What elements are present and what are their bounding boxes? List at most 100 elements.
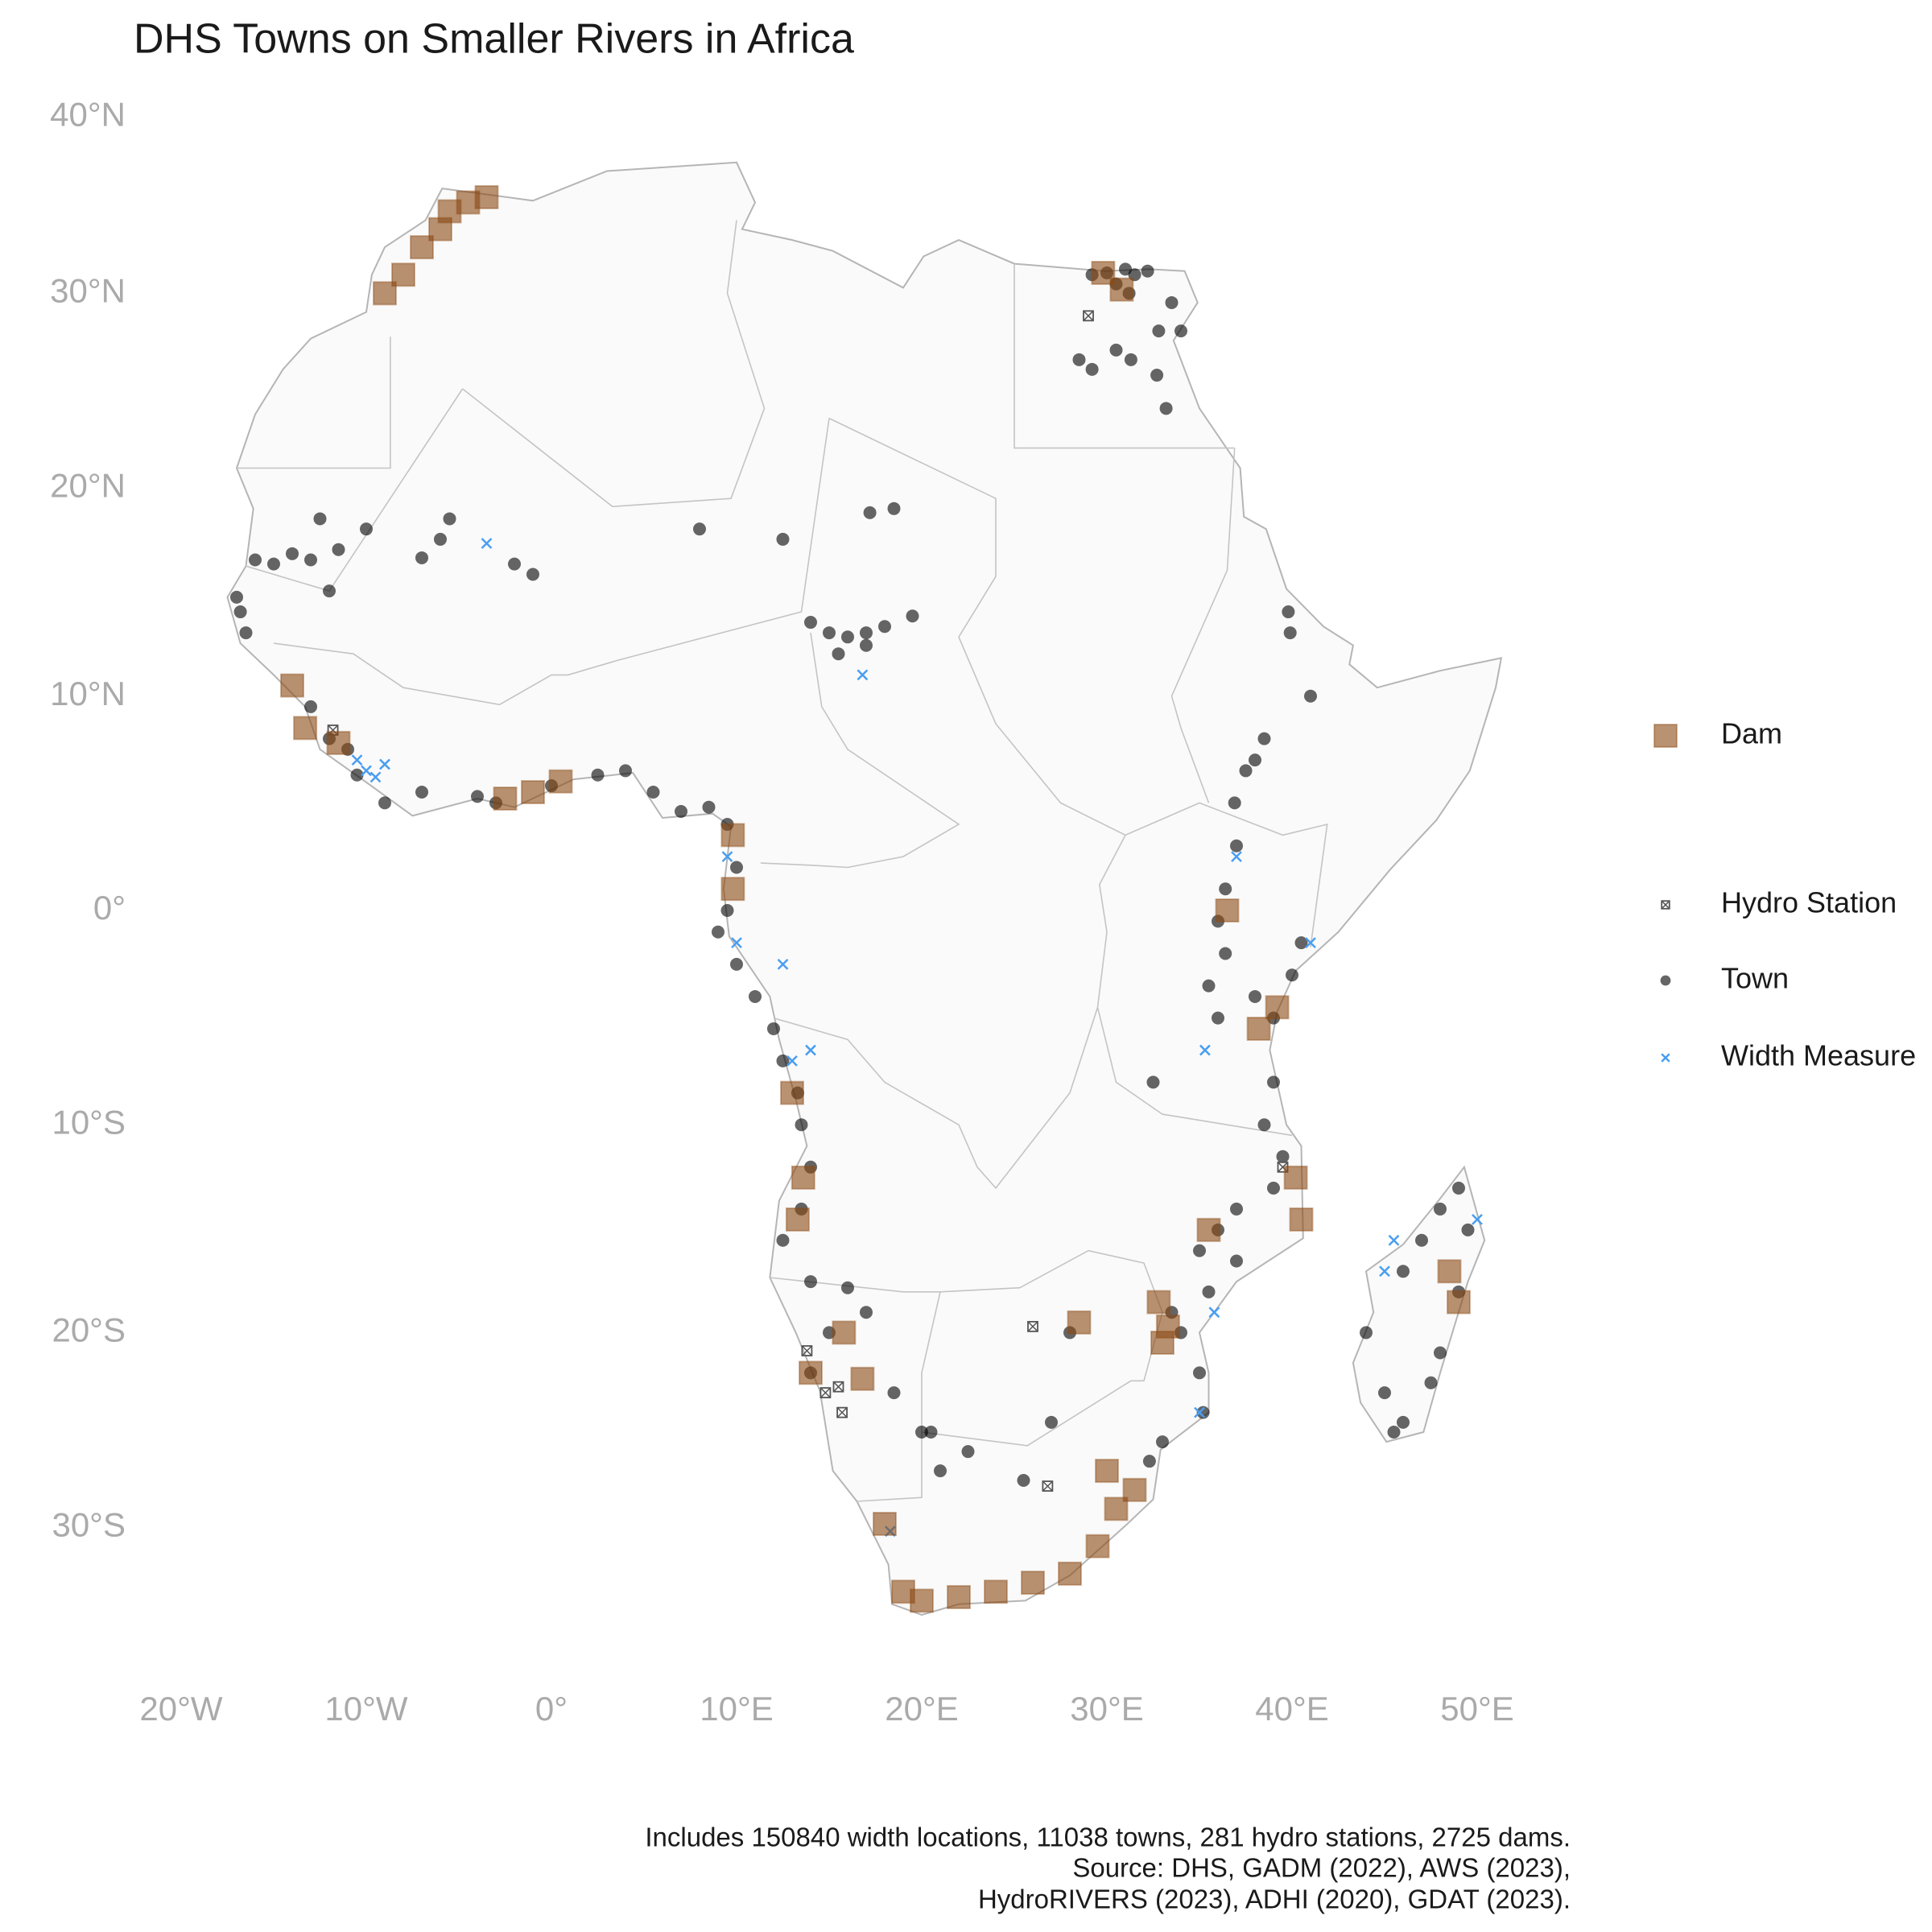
dam xyxy=(1067,1310,1092,1335)
marker-body xyxy=(1072,353,1086,366)
dam xyxy=(493,786,518,811)
town xyxy=(832,647,845,661)
marker-body xyxy=(1360,1326,1373,1340)
dam xyxy=(947,1584,971,1609)
legend-label: Hydro Station xyxy=(1721,886,1897,919)
marker-body xyxy=(443,512,456,526)
town xyxy=(239,626,253,640)
marker-body xyxy=(1219,947,1232,960)
town xyxy=(860,1306,873,1319)
marker-body xyxy=(1415,1233,1428,1247)
marker-body xyxy=(1282,605,1295,619)
dam xyxy=(1283,1165,1308,1190)
town xyxy=(1219,947,1232,960)
town xyxy=(924,1426,938,1439)
marker-body xyxy=(1434,1346,1447,1360)
marker-body xyxy=(860,1306,873,1319)
marker-body xyxy=(1437,1259,1462,1284)
town xyxy=(1156,1435,1169,1449)
dam xyxy=(1447,1290,1471,1315)
town xyxy=(1304,689,1317,703)
town xyxy=(878,620,891,634)
x-tick-label: 20°W xyxy=(139,1690,223,1728)
marker-body xyxy=(720,903,734,917)
marker-body xyxy=(776,532,790,546)
marker-body xyxy=(326,730,351,755)
hydro-station xyxy=(819,1387,832,1399)
dam xyxy=(873,1512,897,1537)
town xyxy=(1109,343,1123,357)
width-measure xyxy=(369,771,382,783)
town xyxy=(1378,1386,1391,1400)
town xyxy=(1146,1075,1160,1089)
marker-body xyxy=(1083,310,1094,321)
marker-body xyxy=(1027,1320,1038,1332)
width-measure xyxy=(1199,1044,1211,1056)
marker-body xyxy=(721,851,733,862)
marker-body xyxy=(1174,324,1187,338)
marker-body xyxy=(857,669,869,681)
town xyxy=(823,1326,836,1340)
marker-body xyxy=(548,769,573,794)
marker-body xyxy=(293,716,318,741)
marker-body xyxy=(693,522,706,536)
dam xyxy=(832,1320,857,1345)
town xyxy=(286,547,299,560)
marker-body xyxy=(280,673,304,698)
width-measure xyxy=(805,1044,816,1056)
marker-body xyxy=(749,989,762,1003)
marker-body xyxy=(887,502,901,515)
marker-body xyxy=(1228,796,1241,810)
marker-body xyxy=(836,1406,848,1418)
legend-label: Dam xyxy=(1721,717,1782,750)
land-shape xyxy=(1352,1165,1486,1443)
width-measure xyxy=(481,538,493,549)
town xyxy=(934,1464,947,1478)
marker-body xyxy=(1021,1571,1045,1596)
marker-body xyxy=(841,630,854,644)
marker-body xyxy=(823,1326,836,1340)
town xyxy=(1142,1455,1156,1468)
marker-body xyxy=(1212,1011,1224,1025)
marker-body xyxy=(776,1233,790,1247)
marker-body xyxy=(1447,1290,1471,1315)
marker-body xyxy=(832,1381,844,1393)
marker-body xyxy=(1283,1165,1308,1190)
town xyxy=(1119,262,1132,276)
marker-body xyxy=(1231,851,1242,862)
town xyxy=(776,1054,790,1067)
town xyxy=(1128,268,1141,282)
marker-body xyxy=(910,1588,934,1613)
x-tick-label: 20°E xyxy=(885,1690,959,1728)
marker-body xyxy=(675,805,687,819)
town xyxy=(360,522,373,536)
town xyxy=(915,1426,928,1439)
country-border xyxy=(760,632,960,869)
marker-body xyxy=(323,584,336,598)
town xyxy=(1434,1202,1447,1216)
town xyxy=(1282,605,1295,619)
marker-body xyxy=(521,780,545,805)
marker-body xyxy=(1091,260,1116,285)
marker-body xyxy=(1122,1477,1147,1502)
width-measure xyxy=(731,937,742,949)
marker-body xyxy=(1265,995,1290,1020)
marker-body xyxy=(730,957,743,971)
marker-body xyxy=(1219,882,1232,896)
town xyxy=(776,532,790,546)
dam xyxy=(1653,724,1678,748)
width-measure xyxy=(786,1055,798,1067)
marker-body xyxy=(1042,1480,1053,1492)
y-tick-label: 20°N xyxy=(50,467,126,505)
marker-body xyxy=(1424,1376,1438,1389)
marker-body xyxy=(1119,262,1132,276)
marker-body xyxy=(836,1407,848,1418)
town xyxy=(1174,324,1187,338)
marker-body xyxy=(860,626,873,640)
dam xyxy=(1196,1217,1221,1242)
marker-body xyxy=(1276,1150,1290,1163)
marker-body xyxy=(887,1386,901,1400)
town xyxy=(508,557,521,571)
marker-body xyxy=(1379,1265,1390,1278)
marker-body xyxy=(1067,1310,1092,1335)
